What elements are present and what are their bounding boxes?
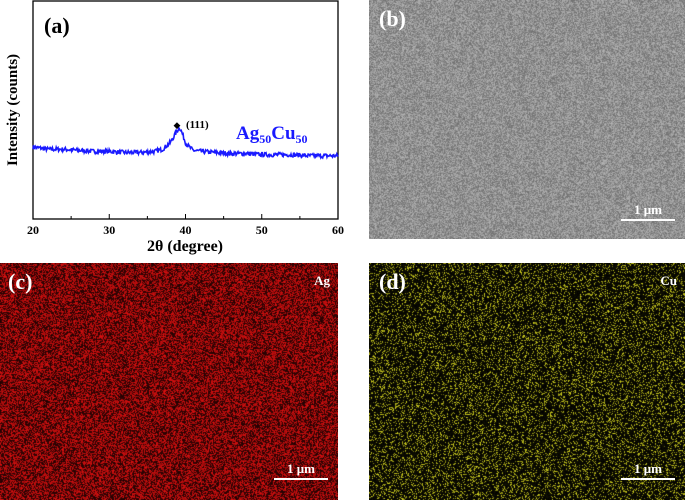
ag-map-panel: (c) Ag 1 μm [0, 263, 338, 500]
x-tick-label: 60 [332, 223, 344, 237]
series-legend-label: Ag50Cu50 [236, 123, 308, 146]
scale-bar-label: 1 μm [287, 461, 315, 476]
x-tick-label: 40 [180, 223, 192, 237]
x-tick-label: 30 [103, 223, 115, 237]
ag-eds-map [0, 263, 338, 500]
y-axis-label: Intensity (counts) [5, 54, 21, 166]
cu-map-panel: (d) Cu 1 μm [369, 263, 685, 500]
scale-bar-c: 1 μm [274, 461, 328, 480]
peak-marker: ◆ [174, 120, 181, 130]
panel-label-a: (a) [44, 13, 70, 38]
x-tick-label: 50 [256, 223, 268, 237]
sem-image-panel: (b) 1 μm [369, 0, 685, 239]
peak-annotation: (111) [186, 119, 209, 131]
panel-label-c: (c) [8, 269, 33, 294]
x-tick-label: 20 [27, 223, 39, 237]
panel-label-d: (d) [379, 269, 406, 294]
scale-bar-label: 1 μm [634, 202, 662, 217]
xrd-series-line [32, 125, 339, 160]
sem-micrograph [369, 0, 685, 239]
x-axis-label: 2θ (degree) [147, 238, 223, 255]
plot-frame [32, 0, 339, 220]
element-label-ag: Ag [314, 273, 330, 288]
xrd-chart: 20 30 40 50 60 (a) Intensity (counts) 2θ (de… [5, 0, 344, 255]
scale-bar-b: 1 μm [621, 202, 675, 221]
scale-bar-label: 1 μm [634, 461, 662, 476]
cu-eds-map [369, 263, 685, 500]
panel-label-b: (b) [379, 6, 406, 31]
element-label-cu: Cu [660, 273, 677, 288]
scale-bar-d: 1 μm [621, 461, 675, 480]
